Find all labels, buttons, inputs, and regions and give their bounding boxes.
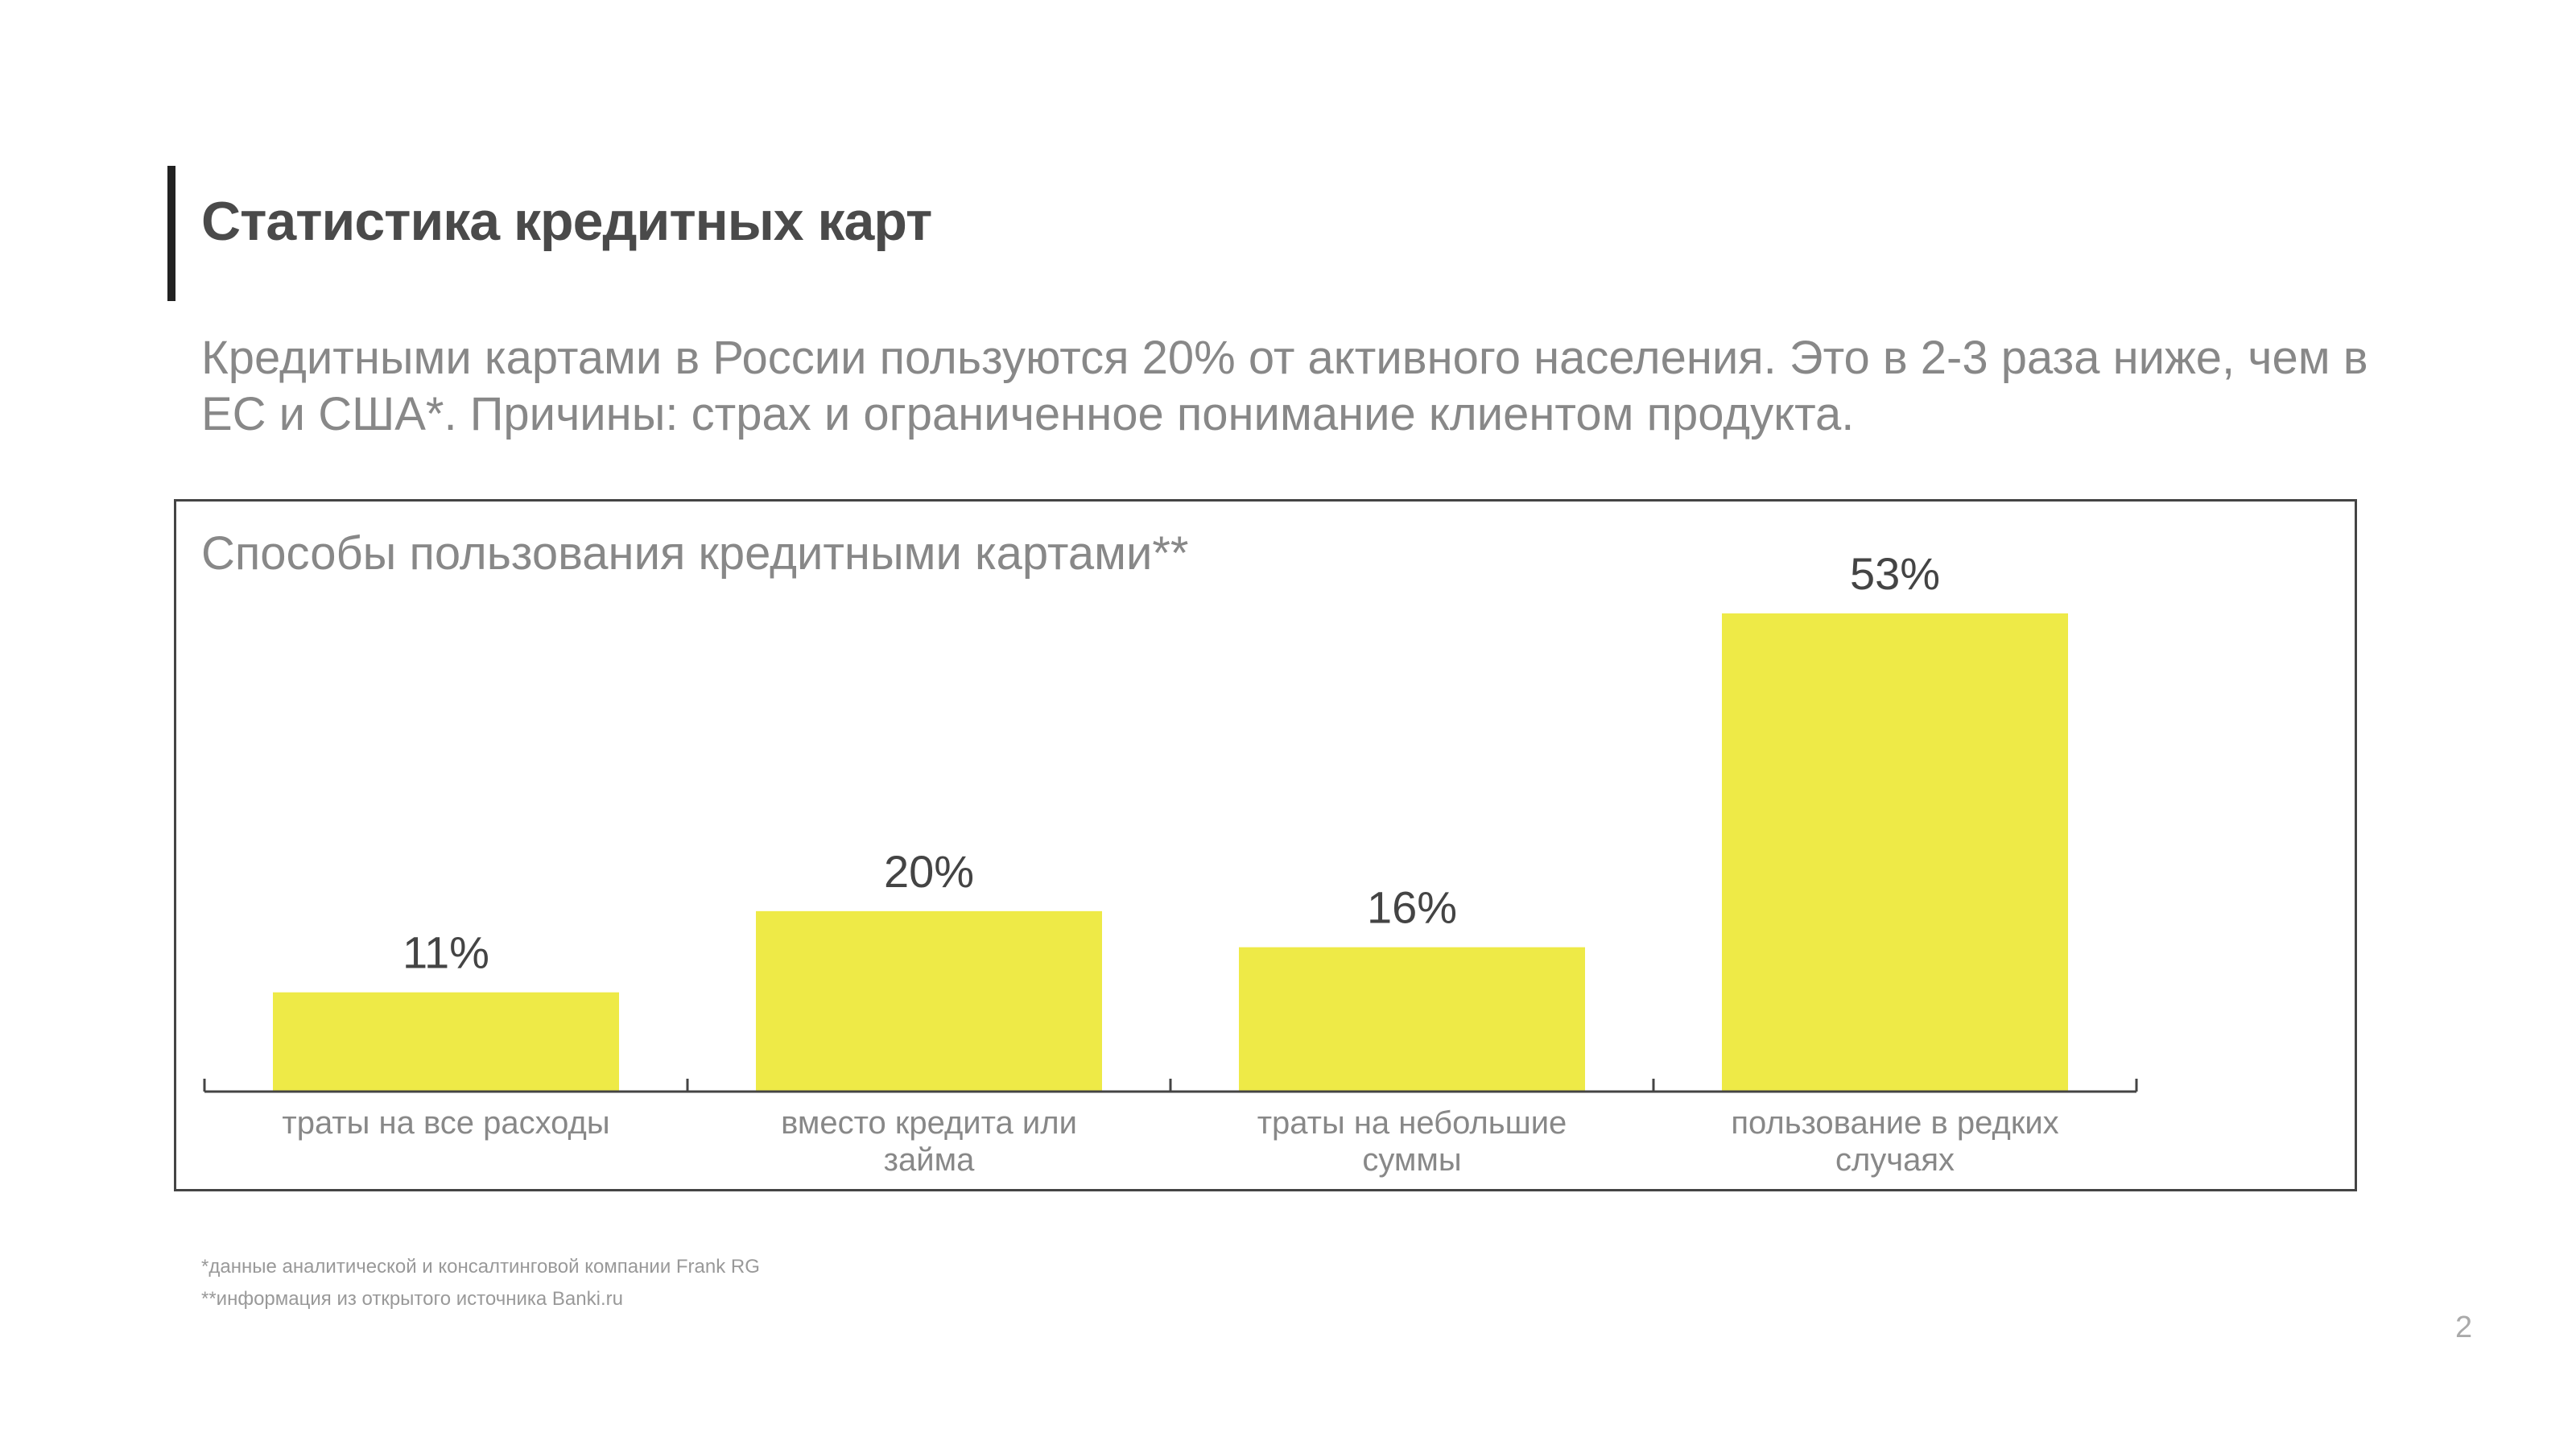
page-number: 2 xyxy=(2455,1311,2473,1344)
bar-3 xyxy=(1239,947,1585,1092)
chart-frame xyxy=(174,499,2357,1191)
category-label-1: траты на все расходы xyxy=(282,1105,609,1141)
title-accent-bar xyxy=(167,166,175,301)
footnote-source-1: *данные аналитической и консалтинговой к… xyxy=(201,1256,760,1278)
category-label-4: пользование в редких случаях xyxy=(1731,1105,2058,1178)
page-title: Статистика кредитных карт xyxy=(201,191,932,252)
value-label-4: 53% xyxy=(1850,548,1940,599)
bar-2 xyxy=(756,910,1102,1092)
value-label-3: 16% xyxy=(1367,882,1457,933)
slide-subtitle: Кредитными картами в России пользуются 2… xyxy=(201,332,2368,440)
value-label-1: 11% xyxy=(402,927,489,978)
value-label-2: 20% xyxy=(884,846,974,897)
bar-4 xyxy=(1722,613,2068,1092)
category-label-2: вместо кредита или займа xyxy=(781,1105,1077,1178)
bar-1 xyxy=(273,992,619,1092)
category-label-3: траты на небольшие суммы xyxy=(1257,1105,1567,1178)
chart-title: Способы пользования кредитными картами** xyxy=(201,527,1189,580)
footnote-source-2: **информация из открытого источника Bank… xyxy=(201,1288,623,1310)
